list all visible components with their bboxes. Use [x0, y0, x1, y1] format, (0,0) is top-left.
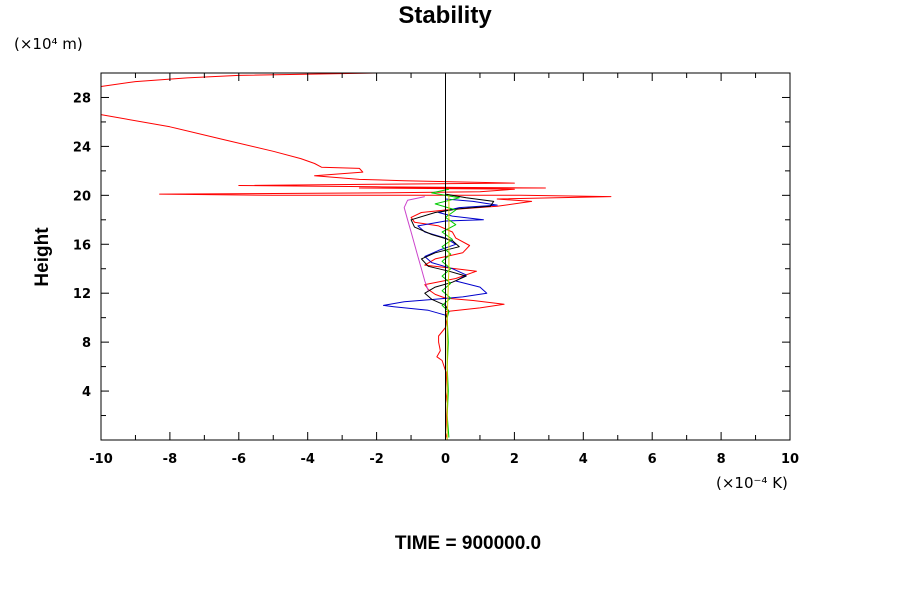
x-tick-labels: -10 -8 -6 -4 -2 0 2 4 6 8 10 [89, 452, 799, 467]
series-line-7 [446, 195, 450, 440]
y-tick-label: 20 [73, 189, 91, 204]
series-line-6 [431, 188, 460, 438]
series-line-2 [100, 72, 377, 87]
chart-title: Stability [398, 2, 492, 29]
x-tick-label: -4 [300, 452, 314, 467]
y-tick-label: 4 [82, 385, 91, 400]
series-line-1 [100, 114, 612, 439]
series-line-5 [403, 196, 429, 291]
x-tick-label: 2 [510, 452, 519, 467]
x-unit-label: (×10⁻⁴ K) [716, 474, 788, 492]
x-tick-label: 6 [648, 452, 657, 467]
series-line-4 [410, 193, 495, 333]
time-label: TIME = 900000.0 [395, 533, 541, 554]
series-layer [100, 72, 612, 440]
ticks-layer [100, 72, 791, 440]
y-tick-labels: 4 8 12 16 20 24 28 [73, 91, 91, 400]
x-tick-label: -10 [89, 452, 113, 467]
y-tick-label: 16 [73, 238, 91, 253]
y-unit-label: (×10⁴ m) [14, 35, 83, 53]
x-tick-label: 10 [781, 452, 799, 467]
x-tick-label: 4 [579, 452, 588, 467]
y-tick-label: 24 [73, 140, 91, 155]
x-tick-label: 0 [441, 452, 450, 467]
x-tick-label: -6 [232, 452, 246, 467]
x-tick-label: -2 [369, 452, 383, 467]
y-tick-label: 8 [82, 336, 91, 351]
x-tick-label: 8 [717, 452, 726, 467]
y-axis-label: Height [32, 227, 53, 287]
y-tick-label: 12 [73, 287, 91, 302]
x-tick-label: -8 [163, 452, 177, 467]
y-tick-label: 28 [73, 91, 91, 106]
